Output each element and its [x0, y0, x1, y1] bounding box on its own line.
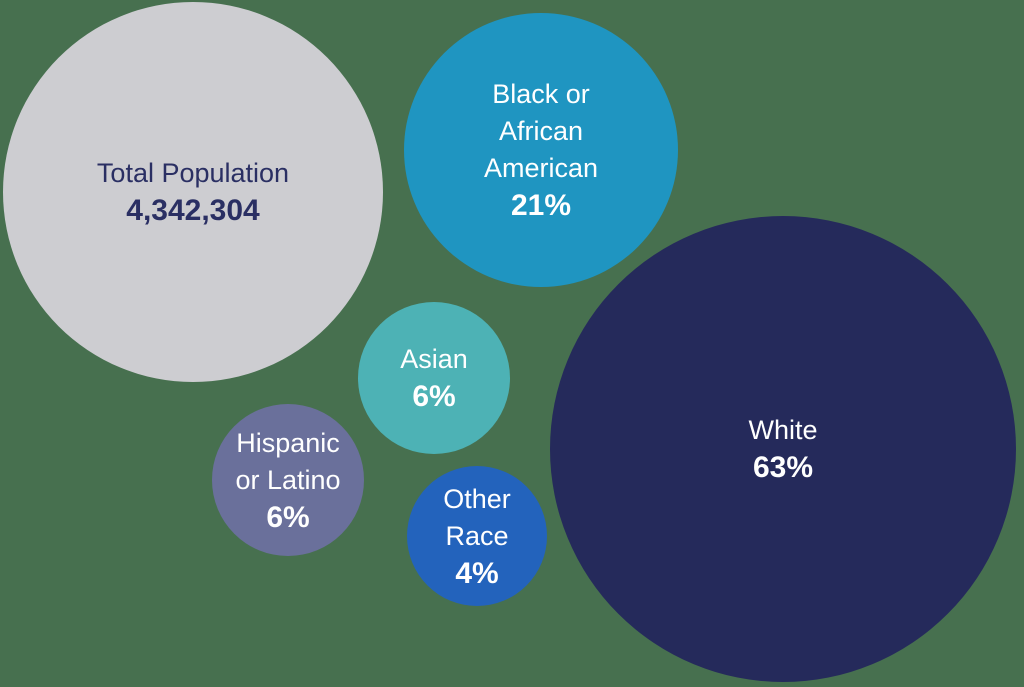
bubble-value: 4,342,304 [126, 194, 260, 227]
bubble-label-line: Black or [492, 79, 590, 109]
bubble-label-line: Race [445, 520, 509, 551]
bubble-label-line: or Latino [235, 464, 341, 495]
bubble-asian: Asian 6% [358, 302, 510, 454]
bubble-value: 4% [455, 556, 499, 590]
bubble-black-or-african-american: Black or African American 21% [404, 13, 678, 287]
bubble-white: White 63% [550, 216, 1016, 682]
bubble-label-line: American [483, 153, 599, 183]
bubble-label: White [748, 415, 818, 445]
bubble-label: Total Population [96, 158, 290, 188]
bubble-value: 21% [510, 189, 572, 222]
bubble-total-population: Total Population 4,342,304 [3, 2, 383, 382]
bubble-value: 63% [752, 451, 814, 484]
bubble-label-line: Hispanic [236, 427, 340, 458]
bubble-label-line: Other [443, 483, 511, 514]
bubble-other-race: Other Race 4% [407, 466, 547, 606]
bubble-value: 6% [412, 380, 456, 413]
bubble-label: Asian [400, 344, 468, 374]
bubble-label-line: African [498, 116, 584, 146]
bubble-value: 6% [266, 500, 310, 534]
bubble-hispanic-or-latino: Hispanic or Latino 6% [212, 404, 364, 556]
